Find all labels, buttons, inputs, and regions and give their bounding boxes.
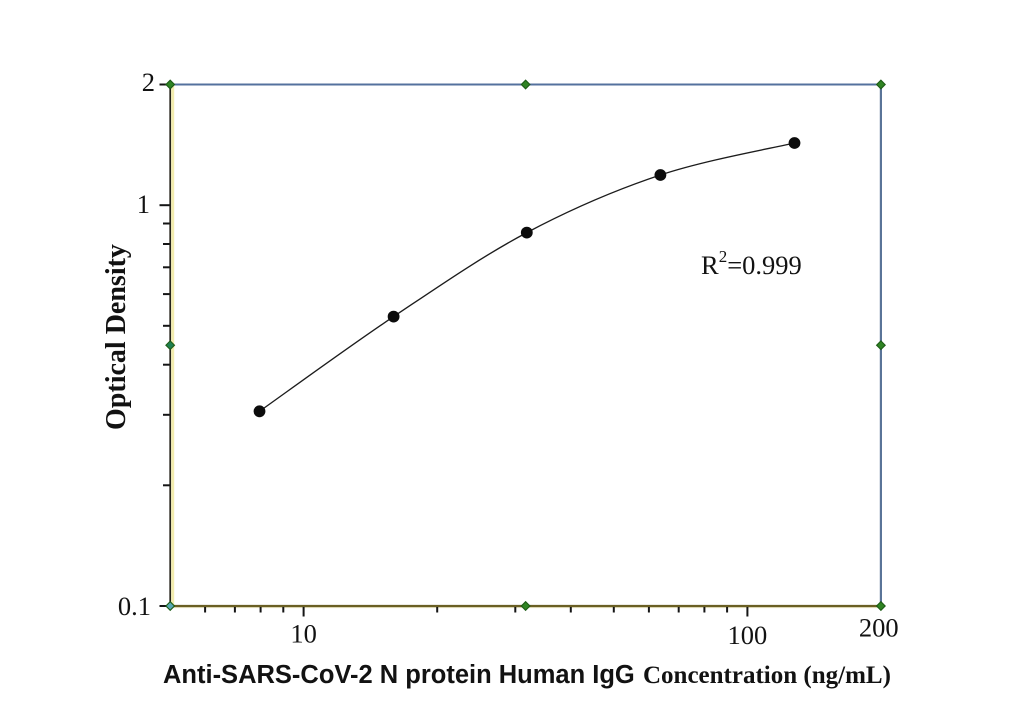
svg-text:Concentration (ng/mL): Concentration (ng/mL) bbox=[643, 662, 891, 689]
svg-text:1: 1 bbox=[137, 189, 150, 219]
svg-text:Optical Density: Optical Density bbox=[101, 244, 132, 430]
svg-text:100: 100 bbox=[728, 620, 768, 650]
svg-text:200: 200 bbox=[859, 613, 899, 643]
svg-text:Anti-SARS-CoV-2 N protein Huma: Anti-SARS-CoV-2 N protein Human IgG bbox=[163, 661, 635, 689]
svg-text:R2=0.999: R2=0.999 bbox=[701, 247, 802, 280]
svg-text:10: 10 bbox=[290, 619, 317, 649]
svg-text:2: 2 bbox=[142, 67, 155, 97]
svg-text:0.1: 0.1 bbox=[118, 591, 151, 621]
